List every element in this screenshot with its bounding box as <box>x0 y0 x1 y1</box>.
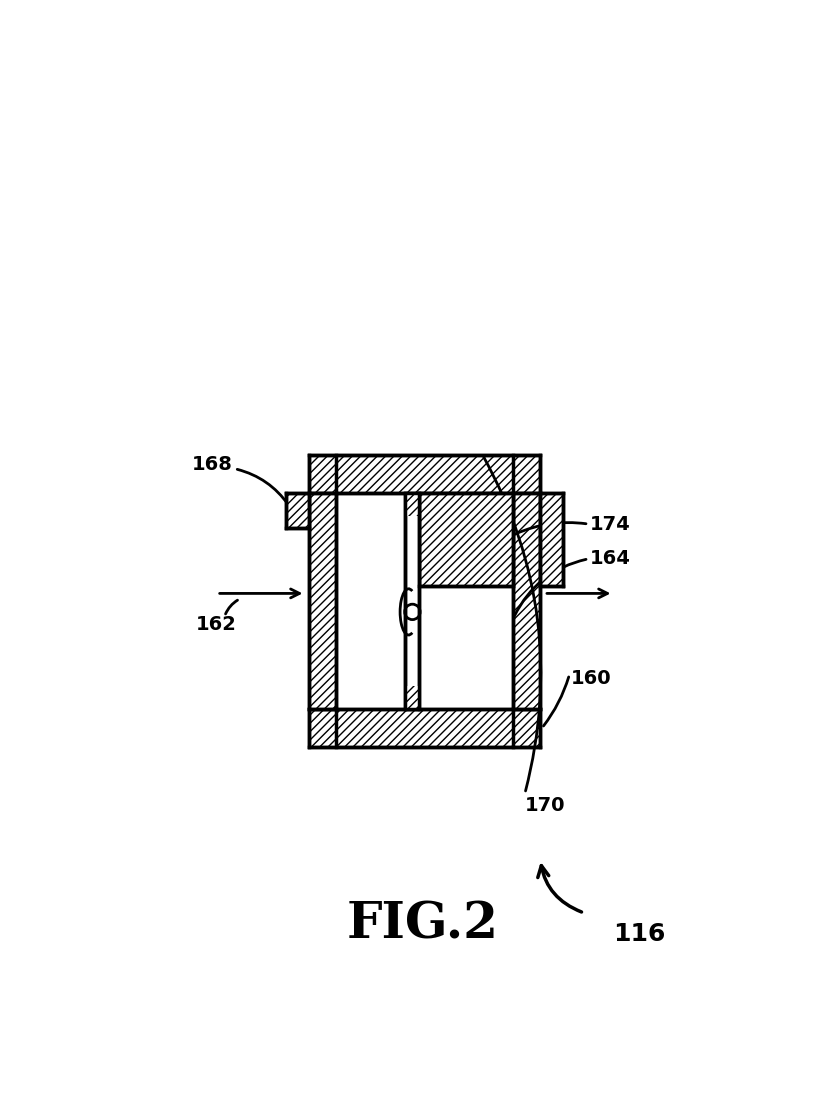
Text: 162: 162 <box>196 615 237 634</box>
Bar <box>513 493 540 709</box>
Bar <box>540 493 563 586</box>
Bar <box>406 686 419 709</box>
Text: 116: 116 <box>614 922 666 946</box>
Bar <box>406 493 419 516</box>
Bar <box>309 493 337 709</box>
Text: 164: 164 <box>591 550 631 568</box>
Bar <box>406 493 419 516</box>
Bar <box>286 493 309 529</box>
Bar <box>309 493 337 709</box>
Bar <box>337 493 513 709</box>
Bar <box>419 586 513 709</box>
Text: 174: 174 <box>591 514 631 534</box>
Bar <box>309 454 540 493</box>
Bar <box>406 493 419 709</box>
Text: 160: 160 <box>571 668 611 688</box>
Text: FIG.2: FIG.2 <box>346 900 498 950</box>
Bar <box>286 493 309 529</box>
Bar <box>309 454 540 493</box>
Bar <box>540 493 563 586</box>
Text: 170: 170 <box>525 796 565 814</box>
Bar <box>513 493 540 709</box>
Bar <box>309 709 540 748</box>
Bar <box>419 493 513 586</box>
Bar <box>419 493 513 586</box>
Bar <box>406 686 419 709</box>
Text: 168: 168 <box>191 454 233 473</box>
Bar <box>309 709 540 748</box>
